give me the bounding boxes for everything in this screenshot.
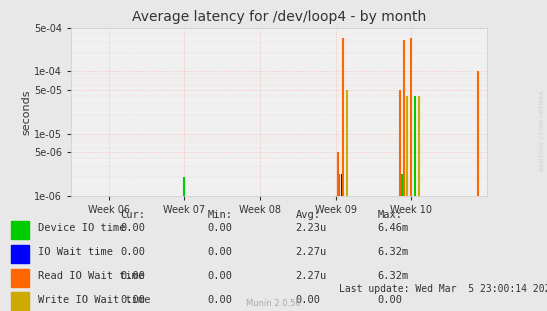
Text: 6.32m: 6.32m	[377, 247, 409, 257]
Text: 0.00: 0.00	[295, 295, 321, 305]
Text: 0.00: 0.00	[120, 295, 146, 305]
Text: 2.23u: 2.23u	[295, 223, 327, 233]
Text: RRDTOOL / TOBI OETIKER: RRDTOOL / TOBI OETIKER	[539, 90, 544, 171]
Text: Munin 2.0.56: Munin 2.0.56	[246, 299, 301, 308]
Text: Last update: Wed Mar  5 23:00:14 2025: Last update: Wed Mar 5 23:00:14 2025	[339, 284, 547, 294]
Text: Write IO Wait time: Write IO Wait time	[38, 295, 151, 305]
Text: 0.00: 0.00	[120, 247, 146, 257]
Title: Average latency for /dev/loop4 - by month: Average latency for /dev/loop4 - by mont…	[132, 10, 426, 24]
Text: 0.00: 0.00	[120, 223, 146, 233]
Bar	[11, 244, 29, 263]
Text: 0.00: 0.00	[208, 223, 233, 233]
Text: 2.27u: 2.27u	[295, 271, 327, 281]
Text: Max:: Max:	[377, 210, 403, 220]
Text: 0.00: 0.00	[208, 295, 233, 305]
Text: 6.32m: 6.32m	[377, 271, 409, 281]
Bar	[11, 221, 29, 239]
Text: 0.00: 0.00	[377, 295, 403, 305]
Text: Avg:: Avg:	[295, 210, 321, 220]
Text: Min:: Min:	[208, 210, 233, 220]
Text: Cur:: Cur:	[120, 210, 146, 220]
Bar	[11, 292, 29, 311]
Text: 0.00: 0.00	[120, 271, 146, 281]
Text: 0.00: 0.00	[208, 247, 233, 257]
Text: IO Wait time: IO Wait time	[38, 247, 113, 257]
Text: Device IO time: Device IO time	[38, 223, 126, 233]
Text: 6.46m: 6.46m	[377, 223, 409, 233]
Text: Read IO Wait time: Read IO Wait time	[38, 271, 144, 281]
Y-axis label: seconds: seconds	[21, 89, 31, 135]
Text: 0.00: 0.00	[208, 271, 233, 281]
Text: 2.27u: 2.27u	[295, 247, 327, 257]
Bar	[11, 269, 29, 287]
